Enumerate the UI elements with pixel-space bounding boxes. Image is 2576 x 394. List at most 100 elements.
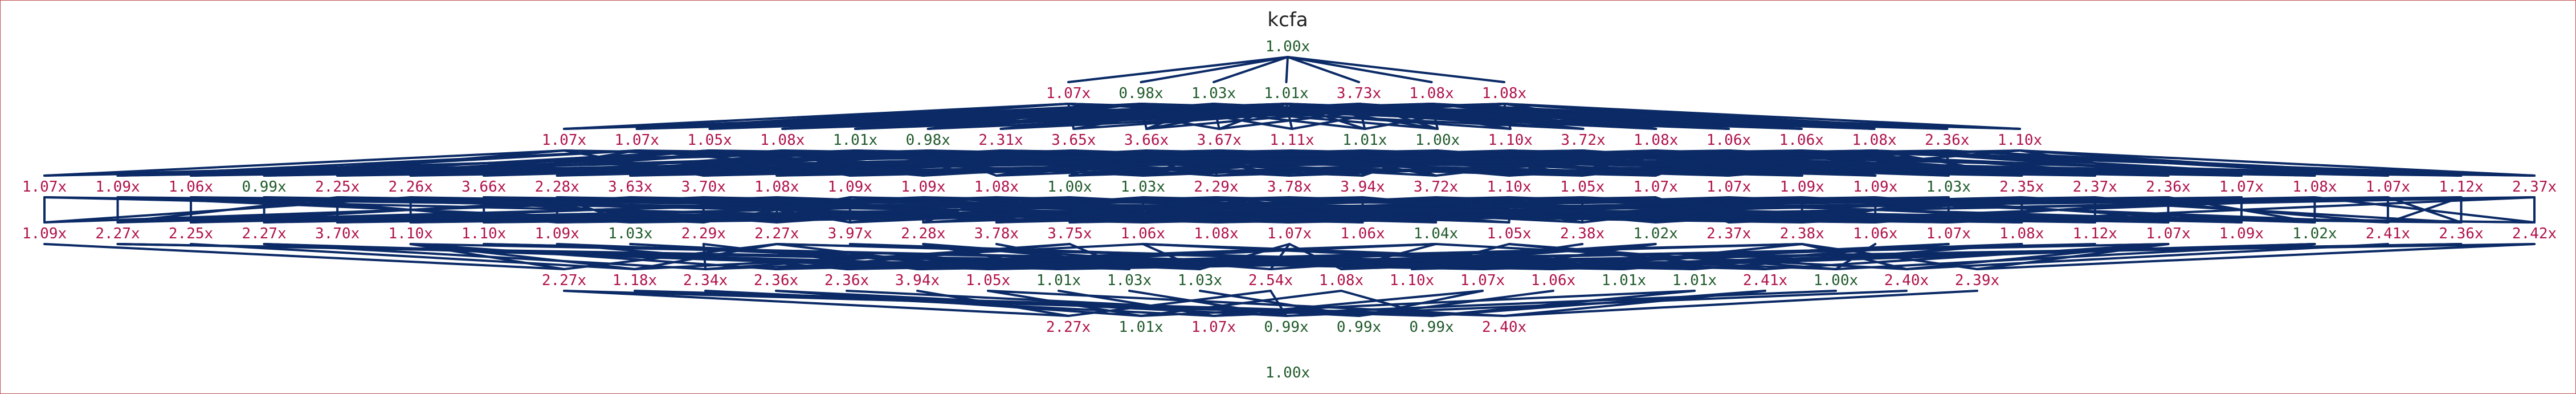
lattice-node-label: 2.40x [1884,272,1929,289]
node-label-background [313,178,362,195]
lattice-edge [1287,56,1505,83]
node-label-background [1192,225,1240,242]
node-label-background [460,225,508,242]
node-label-background [313,225,362,242]
node-label-background [1558,225,1607,242]
node-label-background [823,271,871,289]
lattice-edge [563,290,1433,317]
lattice-edge [635,149,925,177]
node-label-background [1247,271,1295,289]
lattice-node-label: 1.12x [2439,178,2483,196]
node-label-background [1998,178,2046,195]
lattice-edge [1067,103,1949,130]
lattice-edge [1976,243,2536,270]
node-label-background [1705,178,1753,195]
lattice-node-label: 1.07x [22,178,67,196]
lattice-node-label: 1.08x [1409,85,1454,102]
node-label-background [2510,178,2558,195]
lattice-node-label: 2.28x [535,178,579,196]
node-label-background [386,178,435,195]
node-label-background [1600,271,1648,289]
lattice-edge [1141,243,1201,270]
node-label-background [1335,84,1383,101]
node-label-background [2217,178,2265,195]
lattice-edge [1067,103,1075,130]
lattice-node-label: 2.37x [2512,178,2557,196]
lattice-node-label: 2.27x [1046,319,1091,336]
lattice-node-label: 1.01x [1342,132,1387,149]
lattice-node-label: 1.04x [1414,225,1458,242]
node-label-background [1117,318,1165,335]
node-label-background [1046,178,1094,195]
lattice-edge [1946,149,2463,177]
node-label-background [93,225,142,242]
lattice-node-label: 2.31x [978,132,1023,149]
node-label-background [1705,225,1753,242]
node-label-background [2510,225,2558,242]
node-label-background [1264,364,1312,381]
lattice-node-label: 1.07x [615,132,659,149]
lattice-edge [1213,56,1289,83]
lattice-node-label: 1.08x [1482,85,1526,102]
node-label-background [1412,225,1460,242]
lattice-node-label: 3.70x [681,178,726,196]
lattice-node-label: 1.03x [1191,85,1236,102]
lattice-node-label: 1.10x [1488,132,1533,149]
lattice-edge [1801,243,1908,270]
node-label-background [679,178,728,195]
lattice-edge [116,243,1625,270]
node-label-background [685,131,734,148]
node-label-background [606,178,655,195]
lattice-edges [43,56,2536,317]
lattice-node-label: 1.06x [1853,225,1897,242]
node-label-background [386,225,435,242]
lattice-node-label: 1.07x [1634,178,1678,196]
node-label-background [972,225,1020,242]
node-label-background [2363,178,2412,195]
lattice-node-label: 0.99x [1264,319,1308,336]
lattice-node-label: 1.06x [1707,132,1751,149]
lattice-node-label: 2.54x [1248,272,1293,289]
node-label-background [1412,178,1460,195]
node-label-background [1851,178,1900,195]
node-label-background [540,131,588,148]
lattice-node-label: 3.65x [1051,132,1096,149]
lattice-edge [987,290,1505,317]
node-label-background [753,225,801,242]
node-label-background [826,178,874,195]
node-label-background [460,178,508,195]
node-label-background [611,271,659,289]
lattice-edge [999,149,2536,177]
lattice-node-label: 1.07x [2146,225,2190,242]
node-label-background [1262,84,1311,101]
lattice-node-label: 3.72x [1414,178,1458,196]
lattice-node-label: 1.08x [754,178,799,196]
lattice-node-label: 3.78x [1267,178,1312,196]
lattice-node-label: 3.63x [608,178,652,196]
lattice-node-label: 0.99x [1409,319,1454,336]
lattice-edge [1285,56,1289,83]
lattice-node-label: 1.03x [1926,178,1971,196]
lattice-edge [1435,243,1908,270]
lattice-node-label: 0.98x [906,132,950,149]
node-label-background [2071,225,2119,242]
lattice-node-label: 1.03x [1107,272,1152,289]
node-label-background [1268,131,1316,148]
node-label-background [2437,225,2485,242]
node-label-background [1195,131,1243,148]
lattice-node-label: 1.10x [389,225,433,242]
lattice-edge [563,149,705,177]
lattice-edge [1140,56,1289,83]
node-label-background [1741,271,1789,289]
lattice-node-label: 1.07x [2366,178,2410,196]
lattice-node-label: 3.66x [462,178,506,196]
lattice-node-label: 1.07x [1046,85,1091,102]
node-label-background [167,178,215,195]
lattice-edge [483,196,2536,224]
lattice-node-label: 1.07x [1460,272,1505,289]
lattice-node-label: 1.08x [1194,225,1238,242]
lattice-node-label: 1.00x [1047,178,1092,196]
node-label-background [1117,84,1165,101]
node-label-background [1122,131,1170,148]
node-label-background [240,225,288,242]
